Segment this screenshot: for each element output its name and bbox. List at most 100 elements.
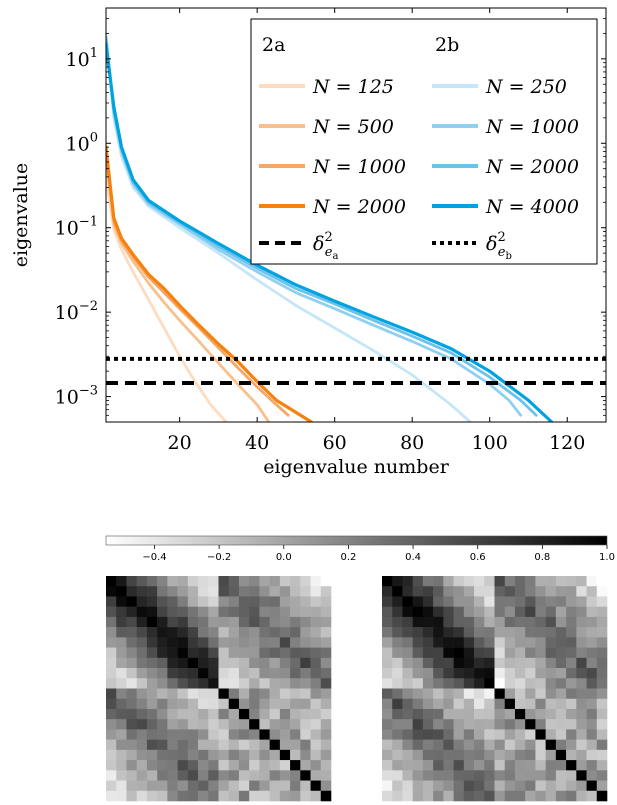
heatmap-cell	[535, 637, 546, 648]
heatmap-cell	[249, 647, 260, 659]
heatmap-cell	[300, 698, 311, 710]
heatmap-cell	[422, 698, 434, 710]
heatmap-cell	[586, 739, 598, 751]
heatmap-cell	[198, 688, 209, 700]
heatmap-cell	[290, 749, 301, 761]
heatmap-cell	[484, 647, 495, 659]
heatmap-cell	[177, 749, 189, 761]
heatmap-cell	[177, 760, 189, 771]
heatmap-cell	[586, 719, 598, 730]
heatmap-cell	[433, 606, 444, 618]
heatmap-cell	[453, 729, 465, 740]
heatmap-cell	[167, 739, 178, 751]
heatmap-cell	[555, 627, 567, 638]
heatmap-cell	[402, 657, 413, 669]
colorbar-tick-label: 0.8	[534, 552, 550, 563]
heatmap-cell	[300, 647, 311, 659]
heatmap-cell	[279, 698, 291, 710]
heatmap-cell	[494, 678, 506, 689]
heatmap-cell	[177, 698, 189, 710]
heatmap-cell	[514, 616, 526, 628]
heatmap-cell	[208, 586, 219, 597]
legend-entries: N = 125 N = 500 N = 1000 N = 2000 N = 250 N =…	[259, 76, 579, 262]
heatmap-cell	[402, 708, 413, 720]
heatmap-cell	[146, 647, 158, 659]
heatmap-cell	[525, 596, 536, 607]
heatmap-cell	[392, 708, 403, 720]
heatmap-cell	[126, 790, 137, 802]
heatmap-cell	[453, 708, 465, 720]
heatmap-cell	[320, 688, 332, 700]
heatmap-cell	[167, 719, 178, 730]
heatmap-cell	[463, 780, 475, 792]
heatmap-cell	[514, 698, 526, 710]
colorbar-tick-label: −0.4	[142, 552, 166, 563]
heatmap-cell	[474, 780, 485, 792]
heatmap-cell	[157, 627, 168, 638]
heatmap-cell	[535, 780, 546, 792]
heatmap-cell	[300, 688, 311, 700]
heatmap-cell	[382, 770, 393, 781]
heatmap-cell	[218, 576, 230, 587]
heatmap-cell	[177, 719, 189, 730]
heatmap-cell	[320, 729, 332, 740]
heatmap-cell	[310, 739, 322, 751]
heatmap-cell	[320, 780, 332, 792]
heatmap-cell	[412, 616, 424, 628]
heatmap-cell	[514, 606, 526, 618]
heatmap-cell	[228, 770, 240, 781]
heatmap-cell	[474, 586, 485, 597]
heatmap-cell	[382, 678, 393, 689]
heatmap-cell	[474, 688, 485, 700]
heatmap-cell	[566, 606, 577, 618]
heatmap-cell	[576, 770, 587, 781]
heatmap-cell	[106, 647, 117, 659]
heatmap-cell	[187, 790, 199, 802]
heatmap-cell	[576, 668, 587, 679]
heatmap-cell	[514, 760, 526, 771]
heatmap-cell	[525, 760, 536, 771]
heatmap-cell	[177, 688, 189, 700]
heatmap-cell	[504, 647, 516, 659]
heatmap-cell	[177, 668, 189, 679]
heatmap-cell	[392, 719, 403, 730]
heatmap-cell	[422, 708, 434, 720]
heatmap-cell	[238, 729, 250, 740]
heatmap-cell	[576, 586, 587, 597]
heatmap-cell	[300, 606, 311, 618]
heatmap-cell	[463, 627, 475, 638]
heatmap-cell	[443, 729, 454, 740]
x-tick-label: 100	[472, 432, 508, 454]
heatmap-cell	[422, 647, 434, 659]
heatmap-cell	[269, 627, 281, 638]
heatmap-cell	[474, 729, 485, 740]
heatmap-cell	[535, 576, 546, 587]
heatmap-cell	[474, 719, 485, 730]
heatmap-cell	[382, 637, 393, 648]
heatmap-cell	[576, 749, 587, 761]
heatmap-cell	[116, 739, 127, 751]
heatmap-cell	[320, 606, 332, 618]
heatmap-cell	[494, 698, 506, 710]
heatmap-cell	[208, 647, 219, 659]
heatmap-cell	[402, 729, 413, 740]
heatmap-cell	[269, 606, 281, 618]
heatmap-cell	[136, 780, 148, 792]
heatmap-cell	[320, 708, 332, 720]
heatmap-cell	[238, 637, 250, 648]
heatmap-cell	[146, 708, 158, 720]
heatmap-cell	[474, 668, 485, 679]
heatmap-cell	[310, 760, 322, 771]
heatmap-cell	[279, 678, 291, 689]
series-line-2b-4000	[106, 42, 554, 422]
heatmap-cell	[320, 749, 332, 761]
heatmap-cell	[576, 780, 587, 792]
heatmap-cell	[290, 647, 301, 659]
heatmap-cell	[545, 749, 557, 761]
heatmap-cell	[402, 678, 413, 689]
heatmap-cell	[545, 790, 557, 802]
heatmap-cell	[402, 616, 413, 628]
heatmap-cell	[198, 760, 209, 771]
heatmap-cell	[146, 719, 158, 730]
heatmap-cell	[402, 576, 413, 587]
